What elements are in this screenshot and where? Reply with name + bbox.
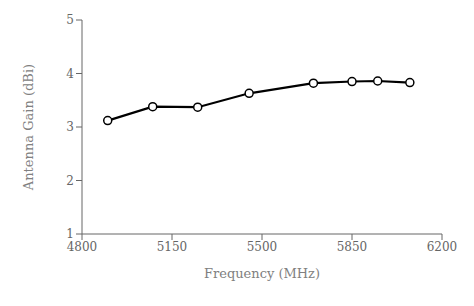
svg-text:2: 2 — [66, 174, 74, 188]
svg-text:5850: 5850 — [337, 240, 368, 254]
svg-text:5500: 5500 — [247, 240, 278, 254]
svg-text:1: 1 — [66, 227, 74, 241]
svg-text:6200: 6200 — [427, 240, 458, 254]
svg-text:5: 5 — [66, 13, 74, 27]
svg-text:4: 4 — [66, 67, 74, 81]
svg-text:Frequency (MHz): Frequency (MHz) — [204, 266, 320, 281]
svg-text:4800: 4800 — [67, 240, 98, 254]
svg-text:3: 3 — [66, 120, 74, 134]
svg-text:5150: 5150 — [157, 240, 188, 254]
svg-text:Antenna Gain (dBi): Antenna Gain (dBi) — [21, 64, 36, 191]
